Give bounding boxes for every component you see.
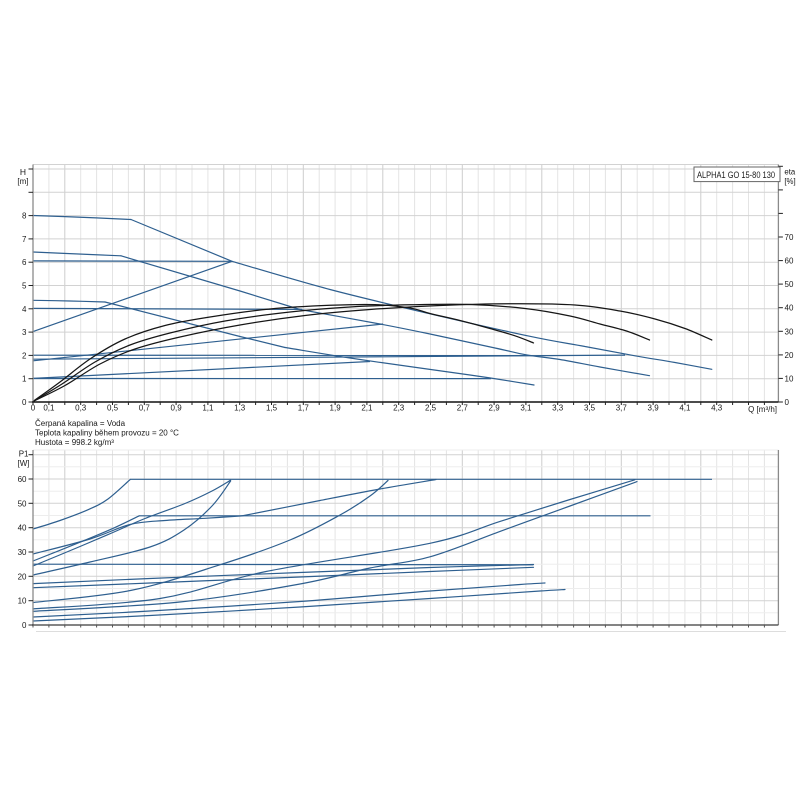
svg-text:3,5: 3,5 xyxy=(584,404,596,413)
svg-text:0,9: 0,9 xyxy=(171,404,183,413)
svg-text:20: 20 xyxy=(785,351,794,360)
svg-text:40: 40 xyxy=(18,524,27,533)
svg-text:30: 30 xyxy=(785,327,794,336)
svg-text:4,3: 4,3 xyxy=(711,404,723,413)
svg-text:70: 70 xyxy=(785,233,794,242)
svg-text:60: 60 xyxy=(18,475,27,484)
svg-text:8: 8 xyxy=(22,212,27,221)
svg-text:Q [m³/h]: Q [m³/h] xyxy=(748,405,777,414)
svg-text:1: 1 xyxy=(22,375,27,384)
svg-text:Čerpaná kapalina = Voda: Čerpaná kapalina = Voda xyxy=(35,419,126,428)
svg-text:1,5: 1,5 xyxy=(266,404,278,413)
svg-text:H: H xyxy=(20,167,26,177)
svg-text:3,9: 3,9 xyxy=(648,404,660,413)
svg-text:1,1: 1,1 xyxy=(202,404,214,413)
svg-text:50: 50 xyxy=(18,499,27,508)
svg-text:20: 20 xyxy=(18,572,27,581)
svg-text:6: 6 xyxy=(22,258,27,267)
svg-text:1,7: 1,7 xyxy=(298,404,310,413)
svg-text:0: 0 xyxy=(22,621,27,630)
svg-text:10: 10 xyxy=(785,374,794,383)
svg-text:7: 7 xyxy=(22,235,27,244)
svg-text:0,1: 0,1 xyxy=(43,404,55,413)
svg-text:Hustota = 998.2 kg/m³: Hustota = 998.2 kg/m³ xyxy=(35,438,114,447)
svg-text:[m]: [m] xyxy=(17,177,28,186)
svg-text:60: 60 xyxy=(785,257,794,266)
svg-text:40: 40 xyxy=(785,304,794,313)
svg-text:4,1: 4,1 xyxy=(679,404,691,413)
svg-text:2,3: 2,3 xyxy=(393,404,405,413)
svg-text:2,1: 2,1 xyxy=(361,404,373,413)
svg-text:2,5: 2,5 xyxy=(425,404,437,413)
svg-text:0,5: 0,5 xyxy=(107,404,119,413)
svg-text:0: 0 xyxy=(22,398,27,407)
svg-text:P1: P1 xyxy=(19,450,29,459)
svg-text:3,1: 3,1 xyxy=(520,404,532,413)
svg-text:4: 4 xyxy=(22,305,27,314)
svg-text:0: 0 xyxy=(785,398,790,407)
svg-text:3,3: 3,3 xyxy=(552,404,564,413)
svg-text:10: 10 xyxy=(18,597,27,606)
svg-text:[%]: [%] xyxy=(784,177,795,186)
svg-text:ALPHA1 GO 15-80 130: ALPHA1 GO 15-80 130 xyxy=(697,170,775,180)
svg-text:3,7: 3,7 xyxy=(616,404,628,413)
svg-text:30: 30 xyxy=(18,548,27,557)
svg-text:0,7: 0,7 xyxy=(139,404,151,413)
svg-text:50: 50 xyxy=(785,280,794,289)
svg-text:0,3: 0,3 xyxy=(75,404,87,413)
svg-text:[W]: [W] xyxy=(18,459,30,468)
svg-text:2,7: 2,7 xyxy=(457,404,469,413)
svg-text:1,9: 1,9 xyxy=(330,404,342,413)
svg-text:2,9: 2,9 xyxy=(489,404,501,413)
svg-text:5: 5 xyxy=(22,282,27,291)
svg-text:eta: eta xyxy=(784,168,796,177)
svg-text:0: 0 xyxy=(31,404,36,413)
svg-text:2: 2 xyxy=(22,351,27,360)
svg-text:1,3: 1,3 xyxy=(234,404,246,413)
svg-text:Teplota kapaliny během provozu: Teplota kapaliny během provozu = 20 °C xyxy=(35,429,179,438)
svg-text:3: 3 xyxy=(22,328,27,337)
